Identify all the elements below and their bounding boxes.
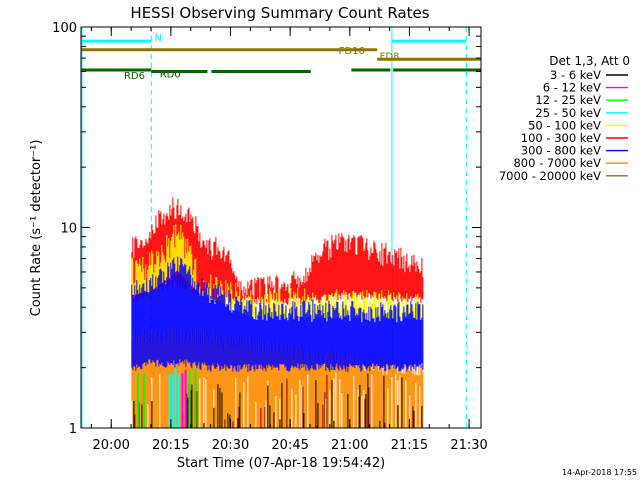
flag-bars: N FD8 FD16 RD0 RD6 xyxy=(81,33,481,82)
x-tick-label: 20:15 xyxy=(152,438,189,453)
legend-label: 100 - 300 keV xyxy=(521,131,601,145)
flag-label-n: N xyxy=(155,33,162,44)
flag-label-rd0: RD0 xyxy=(160,69,181,80)
x-tick-label: 21:00 xyxy=(331,438,368,453)
y-tick-label: 1 xyxy=(69,422,77,437)
date-stamp: 14-Apr-2018 17:55 xyxy=(562,468,637,477)
x-tick-label: 21:30 xyxy=(450,438,487,453)
legend-label: 25 - 50 keV xyxy=(535,106,601,120)
y-axis-label: Count Rate (s⁻¹ detector⁻¹) xyxy=(29,140,44,317)
plot-data-area xyxy=(81,27,467,428)
x-axis-label: Start Time (07-Apr-18 19:54:42) xyxy=(177,456,385,471)
legend-label: 300 - 800 keV xyxy=(521,144,601,158)
legend-label: 12 - 25 keV xyxy=(535,93,601,107)
y-tick-label: 10 xyxy=(60,222,77,237)
legend-label: 7000 - 20000 keV xyxy=(499,169,601,183)
y-tick-label: 100 xyxy=(52,21,77,36)
flag-label-fd16: FD16 xyxy=(339,46,365,57)
x-tick-label: 20:45 xyxy=(271,438,308,453)
axes: 1 10 100 20:00 20:15 20:30 20:45 21:00 21:15 21:3… xyxy=(52,21,488,453)
legend-label: 800 - 7000 keV xyxy=(513,156,601,170)
flag-label-fd8: FD8 xyxy=(380,51,400,62)
detector-label: Det 1,3, Att 0 xyxy=(549,54,630,68)
legend-label: 50 - 100 keV xyxy=(528,118,601,132)
flag-label-rd6: RD6 xyxy=(124,71,145,82)
legend-label: 6 - 12 keV xyxy=(543,81,601,95)
x-tick-label: 21:15 xyxy=(391,438,428,453)
legend-label: 3 - 6 keV xyxy=(550,68,601,82)
x-tick-label: 20:00 xyxy=(92,438,129,453)
x-tick-label: 20:30 xyxy=(212,438,249,453)
chart-title: HESSI Observing Summary Count Rates xyxy=(130,4,429,22)
